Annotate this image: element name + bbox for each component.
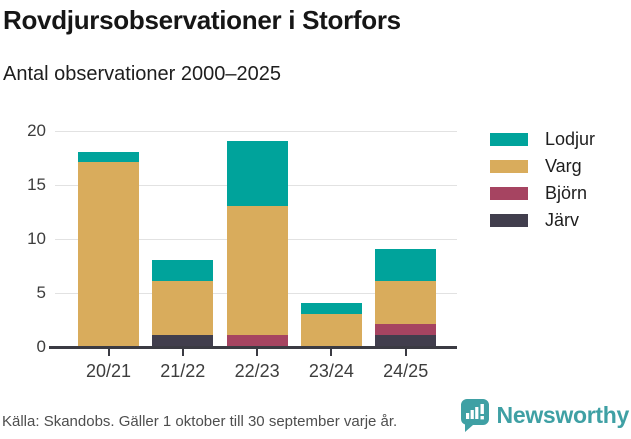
bar-segment-lodjur-22-23 [226,140,288,206]
x-tick-24-25 [404,349,407,356]
legend-item-björn: Björn [490,183,595,203]
bar-22-23 [226,130,288,346]
x-tick-label-24-25: 24/25 [383,361,429,381]
x-tick-20-21 [107,349,110,356]
bar-21-22 [152,130,214,346]
chart-area: 0 5 10 15 20 20/21 21/22 22/23 23/24 24/25 Lodju… [0,121,631,391]
bar-segment-lodjur-21-22 [152,259,214,282]
y-tick-label-10: 10 [27,229,46,248]
legend-label-varg: Varg [545,156,582,176]
bar-segment-björn-24-25 [375,324,437,336]
bar-segment-järv-21-22 [152,335,214,346]
x-axis-line [49,346,457,349]
legend-swatch-lodjur [490,133,528,146]
gridline-y20 [55,131,457,132]
newsworthy-logo-icon [460,399,489,432]
chart-subtitle: Antal observationer 2000–2025 [3,63,281,85]
legend-item-lodjur: Lodjur [490,129,595,149]
bar-23-24 [300,130,362,346]
x-tick-label-20-21: 20/21 [85,361,132,381]
y-tick-label-20: 20 [27,121,46,140]
chart-title: Rovdjursobservationer i Storfors [3,5,401,35]
bar-segment-varg-21-22 [152,281,214,336]
bar-segment-björn-22-23 [226,335,288,346]
x-tick-22-23 [256,349,259,356]
bar-24-25 [375,130,437,346]
bar-segment-varg-24-25 [375,281,437,325]
footer: Källa: Skandobs. Gäller 1 oktober till 3… [0,399,631,435]
y-tick-label-5: 5 [36,283,46,302]
bar-segment-järv-24-25 [375,335,437,346]
legend: Lodjur Varg Björn Järv [490,129,595,241]
y-tick-label-15: 15 [27,175,46,194]
x-tick-23-24 [330,349,333,356]
bar-segment-lodjur-20-21 [78,151,139,163]
x-tick-21-22 [181,349,184,356]
x-tick-label-22-23: 22/23 [234,361,280,381]
legend-swatch-björn [490,187,528,200]
bar-segment-varg-22-23 [226,205,288,336]
x-tick-label-23-24: 23/24 [308,361,354,381]
bar-segment-lodjur-23-24 [300,302,362,314]
bar-20-21 [78,130,139,346]
legend-item-järv: Järv [490,210,595,230]
brand-name: Newsworthy [496,402,630,428]
legend-label-lodjur: Lodjur [545,129,596,149]
bar-segment-varg-20-21 [78,162,139,346]
bar-segment-lodjur-24-25 [375,248,437,282]
legend-swatch-järv [490,214,528,227]
legend-label-björn: Björn [545,183,588,203]
source-text: Källa: Skandobs. Gäller 1 oktober till 3… [2,413,398,430]
plot-area [49,130,457,349]
bar-segment-varg-23-24 [300,313,362,346]
x-tick-label-21-22: 21/22 [160,361,206,381]
y-tick-label-0: 0 [36,337,46,356]
legend-label-järv: Järv [545,210,580,230]
legend-swatch-varg [490,160,528,173]
newsworthy-logo[interactable]: Newsworthy [460,399,630,432]
legend-item-varg: Varg [490,156,595,176]
